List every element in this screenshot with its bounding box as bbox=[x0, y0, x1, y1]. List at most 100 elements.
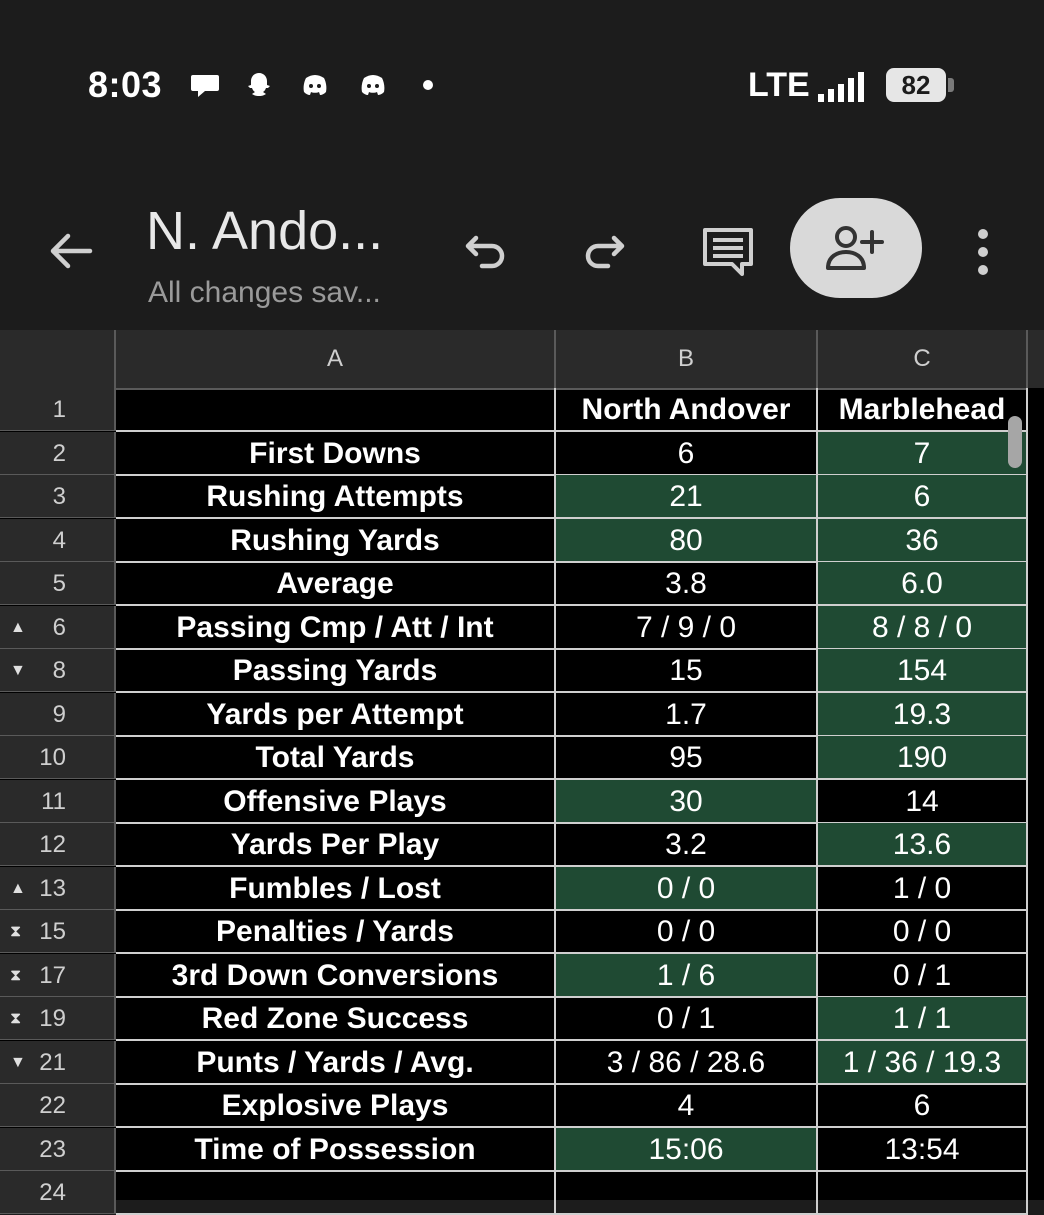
row-group-toggle-icon[interactable]: ▼ bbox=[10, 1053, 26, 1071]
dot-icon bbox=[423, 80, 433, 90]
row-header[interactable]: ▲ 13 bbox=[0, 866, 116, 910]
cell-c[interactable] bbox=[818, 1171, 1028, 1215]
row-number: 3 bbox=[52, 483, 66, 510]
row-group-toggle-icon[interactable]: ▼ bbox=[10, 662, 26, 679]
row-header[interactable]: 24 bbox=[0, 1171, 116, 1214]
cell-a[interactable]: Rushing Yards bbox=[116, 518, 556, 563]
row-header[interactable]: 3 bbox=[0, 475, 116, 518]
cell-c[interactable]: 0 / 0 bbox=[818, 910, 1028, 954]
row-header[interactable]: ⧗ 15 bbox=[0, 910, 116, 953]
cell-b[interactable]: 15:06 bbox=[556, 1127, 818, 1172]
row-header[interactable]: ⧗ 19 bbox=[0, 997, 116, 1040]
row-header[interactable]: 1 bbox=[0, 388, 116, 431]
cell-a[interactable]: Fumbles / Lost bbox=[116, 866, 556, 911]
row-group-toggle-icon[interactable]: ⧗ bbox=[10, 966, 22, 984]
cell-b[interactable]: 80 bbox=[556, 518, 818, 563]
cell-c[interactable]: 13:54 bbox=[818, 1127, 1028, 1172]
cell-c[interactable]: 7 bbox=[818, 431, 1028, 476]
cell-b[interactable]: 0 / 1 bbox=[556, 997, 818, 1041]
cell-a[interactable]: Time of Possession bbox=[116, 1127, 556, 1172]
row-number: 15 bbox=[39, 918, 66, 945]
cell-a[interactable]: Average bbox=[116, 562, 556, 606]
cell-a[interactable]: Passing Cmp / Att / Int bbox=[116, 605, 556, 650]
cell-c[interactable]: 154 bbox=[818, 649, 1028, 693]
cell-c[interactable]: 6 bbox=[818, 1084, 1028, 1128]
cell-c[interactable]: 14 bbox=[818, 779, 1028, 824]
vertical-scrollbar[interactable] bbox=[1008, 416, 1022, 468]
column-header-a[interactable]: A bbox=[116, 330, 556, 388]
cell-c[interactable]: 36 bbox=[818, 518, 1028, 563]
cell-a[interactable]: 3rd Down Conversions bbox=[116, 953, 556, 998]
row-header[interactable]: 9 bbox=[0, 692, 116, 736]
cell-b[interactable]: 15 bbox=[556, 649, 818, 693]
cell-b[interactable]: 0 / 0 bbox=[556, 910, 818, 954]
column-header-b[interactable]: B bbox=[556, 330, 818, 388]
row-header[interactable]: 11 bbox=[0, 779, 116, 823]
redo-icon[interactable] bbox=[580, 226, 628, 274]
row-header[interactable]: 2 bbox=[0, 431, 116, 475]
cell-b[interactable] bbox=[556, 1171, 818, 1215]
undo-icon[interactable] bbox=[462, 226, 510, 274]
cell-c[interactable]: 1 / 36 / 19.3 bbox=[818, 1040, 1028, 1085]
cell-a[interactable]: Rushing Attempts bbox=[116, 475, 556, 519]
comment-icon[interactable] bbox=[700, 224, 756, 280]
cell-b[interactable]: 7 / 9 / 0 bbox=[556, 605, 818, 650]
row-header[interactable]: 22 bbox=[0, 1084, 116, 1127]
cell-b[interactable]: 0 / 0 bbox=[556, 866, 818, 911]
row-header[interactable]: ⧗ 17 bbox=[0, 953, 116, 997]
cell-c[interactable]: 19.3 bbox=[818, 692, 1028, 737]
cell-a[interactable]: Total Yards bbox=[116, 736, 556, 780]
cell-a[interactable]: Red Zone Success bbox=[116, 997, 556, 1041]
cell-c[interactable]: 1 / 0 bbox=[818, 866, 1028, 911]
cell-c[interactable]: 8 / 8 / 0 bbox=[818, 605, 1028, 650]
cell-c[interactable]: 190 bbox=[818, 736, 1028, 780]
row-header[interactable]: 4 bbox=[0, 518, 116, 562]
cell-b[interactable]: 3.8 bbox=[556, 562, 818, 606]
row-header[interactable]: 12 bbox=[0, 823, 116, 866]
cell-a[interactable]: Passing Yards bbox=[116, 649, 556, 693]
row-group-toggle-icon[interactable]: ⧗ bbox=[10, 923, 22, 940]
cell-a[interactable]: Offensive Plays bbox=[116, 779, 556, 824]
select-all-corner[interactable] bbox=[0, 330, 116, 388]
row-header[interactable]: 23 bbox=[0, 1127, 116, 1171]
row-header[interactable]: 10 bbox=[0, 736, 116, 779]
row-header[interactable]: ▲ 6 bbox=[0, 605, 116, 649]
row-group-toggle-icon[interactable]: ▲ bbox=[10, 618, 26, 636]
cell-b-team-name[interactable]: North Andover bbox=[556, 388, 818, 432]
back-arrow-icon[interactable] bbox=[46, 226, 96, 276]
row-header[interactable]: ▼ 8 bbox=[0, 649, 116, 692]
cell-b[interactable]: 30 bbox=[556, 779, 818, 824]
more-vert-icon[interactable] bbox=[966, 224, 1000, 280]
cell-a[interactable]: Penalties / Yards bbox=[116, 910, 556, 954]
cell-c[interactable]: 6 bbox=[818, 475, 1028, 519]
row-group-toggle-icon[interactable]: ▲ bbox=[10, 879, 26, 897]
cell-b[interactable]: 95 bbox=[556, 736, 818, 780]
cell-a[interactable]: Explosive Plays bbox=[116, 1084, 556, 1128]
cell-a[interactable]: Yards Per Play bbox=[116, 823, 556, 867]
cell-c[interactable]: 1 / 1 bbox=[818, 997, 1028, 1041]
battery-level: 82 bbox=[886, 68, 946, 102]
cell-a[interactable] bbox=[116, 1171, 556, 1215]
cell-a[interactable]: Punts / Yards / Avg. bbox=[116, 1040, 556, 1085]
column-header-c[interactable]: C bbox=[818, 330, 1028, 388]
cell-b[interactable]: 4 bbox=[556, 1084, 818, 1128]
share-button[interactable] bbox=[790, 198, 922, 298]
row-header[interactable]: ▼ 21 bbox=[0, 1040, 116, 1084]
row-number: 23 bbox=[39, 1135, 66, 1163]
cell-a-team-name[interactable] bbox=[116, 388, 556, 432]
row-group-toggle-icon[interactable]: ⧗ bbox=[10, 1010, 22, 1027]
cell-b[interactable]: 3 / 86 / 28.6 bbox=[556, 1040, 818, 1085]
cell-a[interactable]: First Downs bbox=[116, 431, 556, 476]
cell-c[interactable]: 13.6 bbox=[818, 823, 1028, 867]
cell-c[interactable]: 0 / 1 bbox=[818, 953, 1028, 998]
row-header[interactable]: 5 bbox=[0, 562, 116, 605]
document-title[interactable]: N. Ando... bbox=[146, 201, 384, 261]
cell-a[interactable]: Yards per Attempt bbox=[116, 692, 556, 737]
cell-b[interactable]: 1.7 bbox=[556, 692, 818, 737]
cell-b[interactable]: 21 bbox=[556, 475, 818, 519]
cell-b[interactable]: 1 / 6 bbox=[556, 953, 818, 998]
cell-c-team-name[interactable]: Marblehead bbox=[818, 388, 1028, 432]
cell-b[interactable]: 6 bbox=[556, 431, 818, 476]
cell-c[interactable]: 6.0 bbox=[818, 562, 1028, 606]
cell-b[interactable]: 3.2 bbox=[556, 823, 818, 867]
